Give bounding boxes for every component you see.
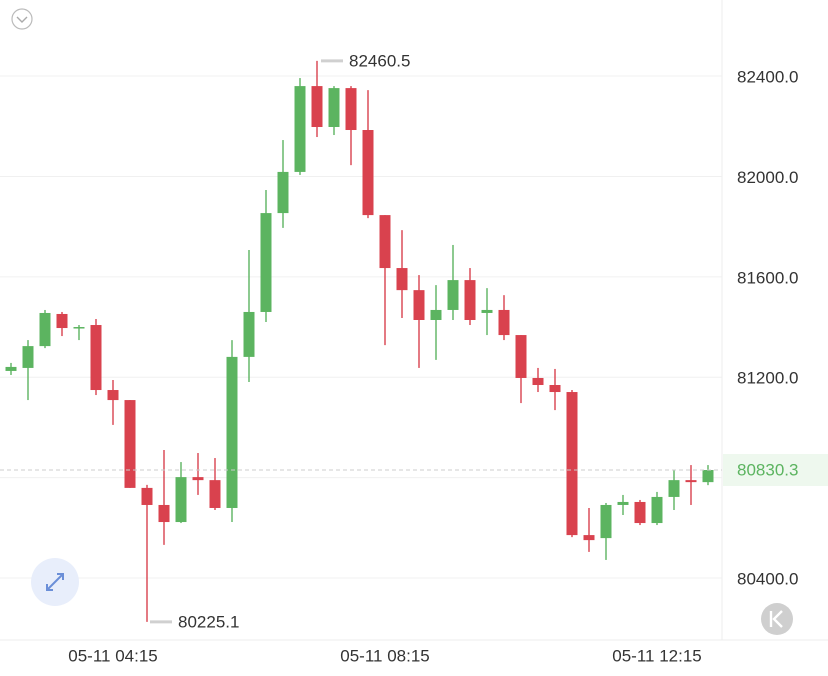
- candle-body: [124, 400, 136, 488]
- candle-body: [634, 501, 646, 524]
- y-tick-label: 82400.0: [737, 68, 798, 87]
- candle-body: [107, 390, 119, 401]
- candle-body: [396, 268, 408, 291]
- overlay: 82460.5 80225.1 80830.3: [0, 51, 828, 631]
- candle-body: [328, 88, 340, 127]
- y-tick-label: 81600.0: [737, 268, 798, 287]
- candle-body: [73, 327, 85, 329]
- last-price-box: [723, 454, 828, 487]
- candle-body: [532, 377, 544, 386]
- x-tick-label: 05-11 08:15: [340, 646, 429, 665]
- candles: [5, 60, 714, 622]
- candle-body: [685, 480, 697, 483]
- candle-body: [22, 346, 34, 368]
- candle-body: [39, 312, 51, 347]
- scroll-latest-button[interactable]: [761, 603, 793, 635]
- candle-body: [447, 280, 459, 310]
- candle-body: [430, 309, 442, 320]
- candle-body: [209, 480, 221, 508]
- candle-body: [260, 213, 272, 312]
- candle-body: [158, 504, 170, 523]
- low-label: 80225.1: [178, 612, 239, 631]
- last-price-label: 80830.3: [737, 460, 798, 479]
- candle-body: [651, 496, 663, 524]
- candle-body: [583, 535, 595, 541]
- candle-body: [311, 86, 323, 127]
- candle-body: [413, 290, 425, 320]
- candle-body: [464, 280, 476, 320]
- candle-body: [668, 480, 680, 497]
- candle-body: [600, 504, 612, 539]
- candle-body: [141, 487, 153, 505]
- y-tick-label: 82000.0: [737, 168, 798, 187]
- candle-body: [566, 392, 578, 536]
- y-tick-label: 81200.0: [737, 369, 798, 388]
- candle-body: [243, 311, 255, 357]
- high-label: 82460.5: [349, 51, 410, 70]
- candle-body: [175, 477, 187, 523]
- candle-body: [90, 325, 102, 391]
- collapse-button[interactable]: [11, 8, 33, 30]
- candle-body: [549, 385, 561, 393]
- expand-button[interactable]: [31, 558, 79, 606]
- grid: 80400.080800.081200.081600.082000.082400…: [0, 68, 798, 665]
- candle-body: [226, 356, 238, 508]
- candle-body: [277, 171, 289, 214]
- candle-body: [362, 130, 374, 216]
- x-tick-label: 05-11 12:15: [612, 646, 701, 665]
- candle-body: [481, 309, 493, 313]
- candle-body: [294, 86, 306, 172]
- candle-body: [515, 335, 527, 378]
- candle-body: [5, 366, 17, 371]
- candle-body: [379, 215, 391, 269]
- y-tick-label: 80400.0: [737, 569, 798, 588]
- candle-body: [345, 88, 357, 131]
- x-tick-label: 05-11 04:15: [68, 646, 157, 665]
- candle-body: [702, 470, 714, 483]
- candle-body: [498, 309, 510, 336]
- candle-body: [192, 477, 204, 481]
- candle-body: [617, 501, 629, 505]
- candle-body: [56, 313, 68, 329]
